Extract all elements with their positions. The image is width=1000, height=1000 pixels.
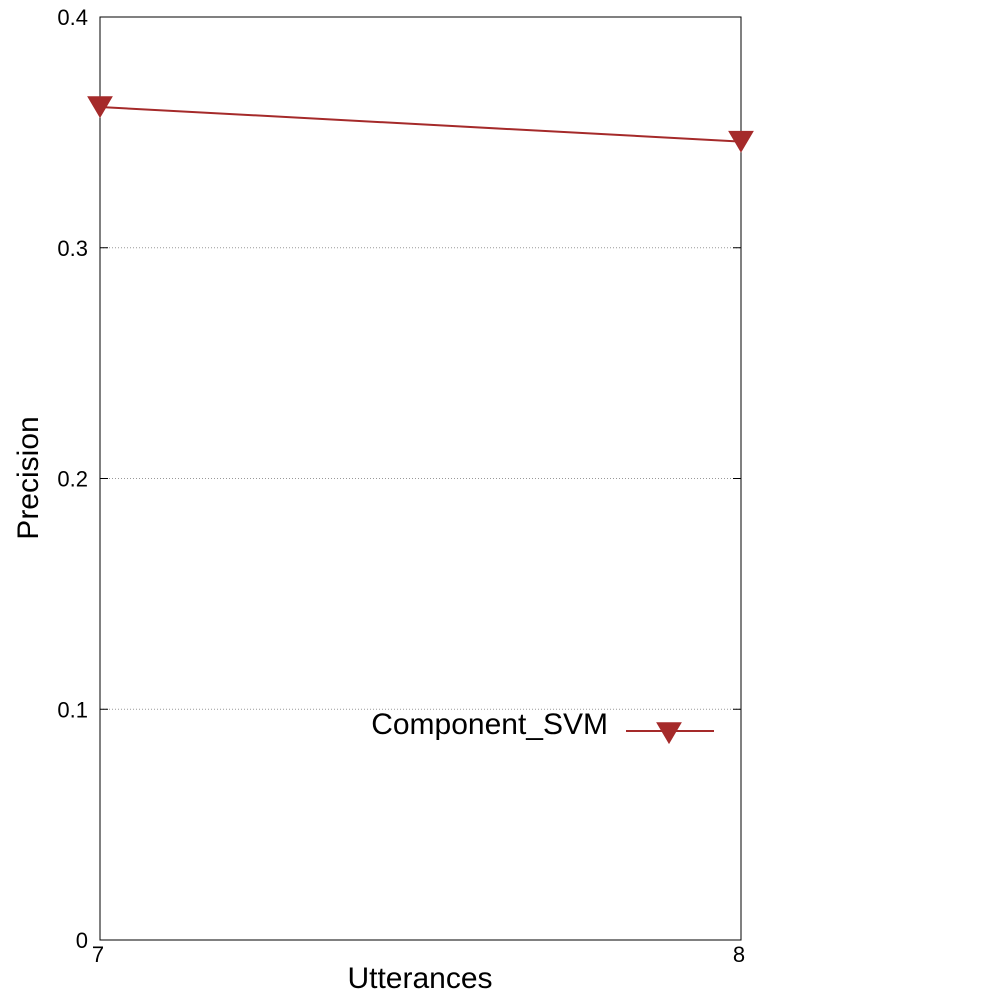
x-axis-title: Utterances: [347, 962, 492, 995]
y-tick-label: 0.2: [57, 467, 88, 492]
legend-marker: [656, 722, 682, 745]
grid-lines: [100, 247, 741, 710]
series-line: [99, 105, 742, 143]
y-tick-label: 0: [76, 928, 88, 953]
x-tick-label: 8: [733, 942, 745, 967]
data-point-marker: [87, 96, 113, 119]
y-axis-title: Precision: [12, 416, 45, 539]
series-layer: [87, 96, 754, 153]
y-tick-labels: 0 0.1 0.2 0.3 0.4: [57, 5, 88, 953]
y-tick-label: 0.1: [57, 697, 88, 722]
y-tick-label: 0.3: [57, 236, 88, 261]
x-tick-label: 7: [92, 942, 104, 967]
legend: Component_SVM: [371, 708, 714, 745]
axis-ticks: [99, 16, 742, 941]
legend-label: Component_SVM: [371, 708, 608, 741]
data-point-marker: [728, 130, 754, 153]
y-tick-label: 0.4: [57, 5, 88, 30]
